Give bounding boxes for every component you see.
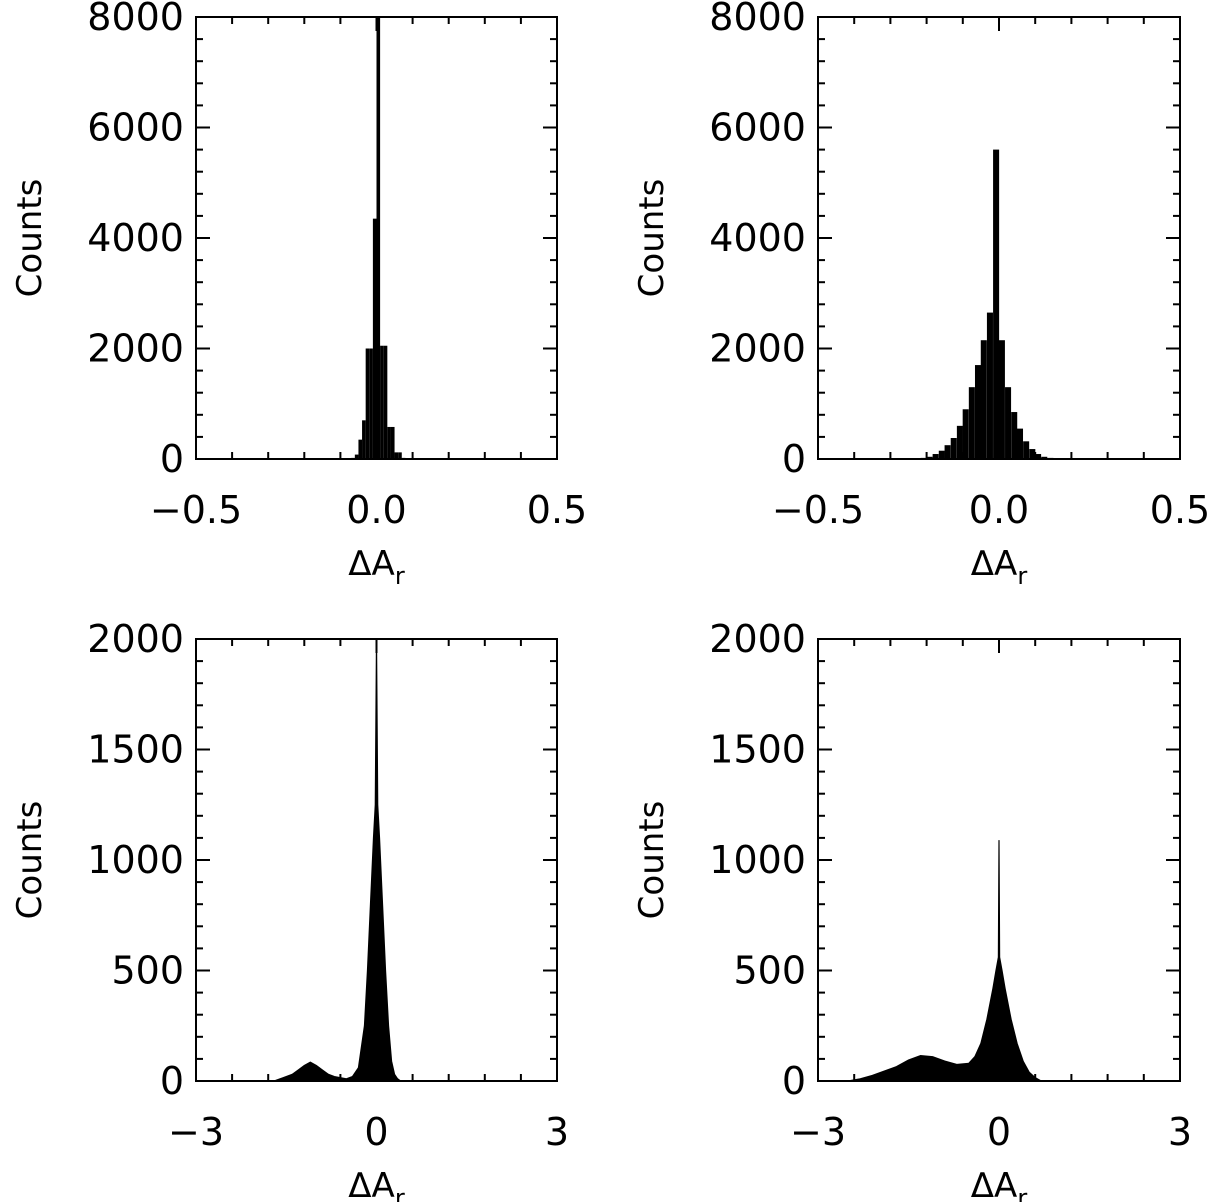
x-tick-label: −3 <box>168 1110 224 1154</box>
histogram-panel-bottom-right: −3 0 3 0 500 1000 1500 2000 ΔAr Counts <box>632 617 1192 1202</box>
y-tick-label: 6000 <box>87 106 184 150</box>
y-tick-label: 0 <box>782 1059 806 1103</box>
x-axis-label-subscript: r <box>395 1184 405 1202</box>
x-axis-label: ΔAr <box>348 544 405 590</box>
histogram-bar <box>1023 441 1030 459</box>
x-tick-label: 0 <box>987 1110 1011 1154</box>
histogram-bar <box>1029 449 1036 459</box>
histogram-bar <box>354 454 359 459</box>
x-axis-label-subscript: r <box>1017 562 1027 590</box>
y-tick-label: 1500 <box>87 728 184 772</box>
histogram-bar <box>394 452 399 459</box>
y-tick-label: 1500 <box>709 728 806 772</box>
histogram-bar <box>387 426 391 459</box>
y-tick-label: 500 <box>111 949 184 993</box>
histogram-bar <box>950 438 957 459</box>
y-tick-label: 8000 <box>87 0 184 39</box>
y-tick-label: 0 <box>160 437 184 481</box>
histogram-panel-bottom-left: −3 0 3 0 500 1000 1500 2000 ΔAr Counts <box>10 617 569 1202</box>
x-tick-label: 3 <box>545 1110 569 1154</box>
y-tick-label: 500 <box>733 949 806 993</box>
y-tick-label: 2000 <box>87 617 184 661</box>
histogram-bar <box>376 17 381 459</box>
x-axis-label-text: ΔA <box>971 544 1018 584</box>
histogram-bar <box>980 340 987 459</box>
y-tick-label: 2000 <box>709 327 806 371</box>
histogram-bar <box>369 348 373 459</box>
histogram-bar <box>962 409 969 459</box>
x-tick-label: 0.0 <box>346 488 406 532</box>
y-tick-label: 4000 <box>709 216 806 260</box>
x-axis-label: ΔAr <box>971 544 1028 590</box>
y-axis-label: Counts <box>10 801 50 920</box>
histogram-bar <box>926 456 933 459</box>
x-tick-label: 3 <box>1168 1110 1192 1154</box>
y-tick-label: 2000 <box>709 617 806 661</box>
histogram-bar <box>390 426 395 459</box>
x-axis-label-subscript: r <box>395 562 405 590</box>
y-axis-label: Counts <box>632 179 672 298</box>
histogram-bar <box>1011 412 1018 459</box>
y-tick-label: 0 <box>160 1059 184 1103</box>
histogram-bar <box>372 218 377 459</box>
histogram-bar <box>944 445 951 459</box>
x-tick-label: −3 <box>790 1110 846 1154</box>
y-tick-label: 8000 <box>709 0 806 39</box>
y-tick-label: 4000 <box>87 216 184 260</box>
histogram-panel-top-right: −0.5 0.0 0.5 0 2000 4000 6000 8000 ΔAr Counts <box>632 0 1210 590</box>
y-tick-label: 2000 <box>87 327 184 371</box>
y-tick-label: 0 <box>782 437 806 481</box>
x-tick-label: 0.5 <box>1150 488 1210 532</box>
y-tick-label: 1000 <box>87 838 184 882</box>
histogram-bar <box>365 348 370 459</box>
histogram-bar <box>1016 428 1024 459</box>
histogram-bar <box>380 345 384 459</box>
histogram-bar <box>358 439 363 459</box>
histogram-bar <box>1005 387 1012 459</box>
histogram-bar <box>956 425 963 459</box>
x-tick-label: 0.0 <box>969 488 1029 532</box>
histogram-area <box>848 840 1042 1082</box>
histogram-bar <box>398 452 402 459</box>
y-tick-label: 6000 <box>709 106 806 150</box>
histogram-bar <box>974 365 982 459</box>
x-axis-label-text: ΔA <box>348 544 395 584</box>
x-tick-label: 0.5 <box>527 488 587 532</box>
y-axis-label: Counts <box>10 179 50 298</box>
histogram-bar <box>362 420 366 459</box>
histogram-area <box>274 638 403 1082</box>
histogram-bar <box>938 450 945 459</box>
histogram-panel-top-left: −0.5 0.0 0.5 0 2000 4000 6000 8000 ΔAr Counts <box>10 0 587 590</box>
x-axis-label: ΔAr <box>971 1166 1028 1202</box>
x-tick-label: 0 <box>364 1110 388 1154</box>
x-tick-label: −0.5 <box>150 488 242 532</box>
histogram-bar <box>993 149 1000 459</box>
y-axis-label: Counts <box>632 801 672 920</box>
x-axis-label-text: ΔA <box>348 1166 395 1202</box>
x-axis-label-subscript: r <box>1017 1184 1027 1202</box>
histogram-bar <box>383 345 388 459</box>
x-axis-label: ΔAr <box>348 1166 405 1202</box>
histogram-bar <box>1041 456 1048 459</box>
x-axis-label-text: ΔA <box>971 1166 1018 1202</box>
histogram-bar <box>1035 454 1042 459</box>
histogram-bar <box>986 312 993 459</box>
histogram-bar <box>968 387 975 459</box>
histogram-bar <box>932 454 939 459</box>
y-tick-label: 1000 <box>709 838 806 882</box>
histogram-bar <box>998 340 1005 459</box>
x-tick-label: −0.5 <box>772 488 864 532</box>
